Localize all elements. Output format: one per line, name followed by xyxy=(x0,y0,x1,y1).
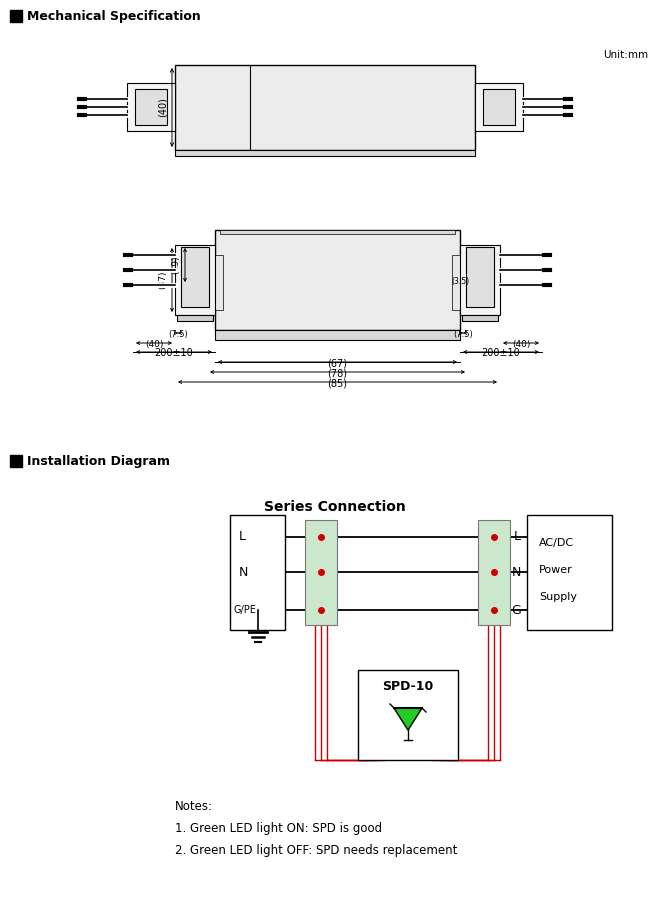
Bar xyxy=(475,83,523,131)
Text: Unit:mm: Unit:mm xyxy=(603,50,648,60)
Text: AC/DC: AC/DC xyxy=(539,538,574,548)
Text: (7.5): (7.5) xyxy=(453,330,473,339)
Text: L: L xyxy=(514,530,521,543)
Text: (37): (37) xyxy=(158,271,167,289)
Bar xyxy=(478,520,510,625)
Text: (40): (40) xyxy=(512,340,530,349)
Text: 200±10: 200±10 xyxy=(155,348,194,358)
Bar xyxy=(527,515,612,630)
Bar xyxy=(462,315,498,321)
Bar xyxy=(220,230,455,234)
Text: Installation Diagram: Installation Diagram xyxy=(27,455,170,468)
Bar xyxy=(460,245,500,315)
Text: G/PE: G/PE xyxy=(234,605,257,615)
Text: (40): (40) xyxy=(145,340,163,349)
Text: N: N xyxy=(512,565,521,579)
Bar xyxy=(215,330,460,340)
Text: (40): (40) xyxy=(158,98,168,117)
Polygon shape xyxy=(394,708,422,730)
Text: Power: Power xyxy=(539,565,573,575)
Bar xyxy=(175,150,475,156)
Text: SPD-10: SPD-10 xyxy=(383,680,433,692)
Text: Supply: Supply xyxy=(539,592,577,602)
Text: (3.5): (3.5) xyxy=(451,277,469,286)
Bar xyxy=(181,247,209,307)
Text: N: N xyxy=(239,565,249,579)
Text: (78): (78) xyxy=(328,368,348,378)
Bar xyxy=(483,89,515,125)
Bar xyxy=(10,10,22,22)
Text: Series Connection: Series Connection xyxy=(264,500,406,514)
Text: Mechanical Specification: Mechanical Specification xyxy=(27,10,201,23)
Bar xyxy=(135,89,167,125)
Bar xyxy=(175,65,475,150)
Bar xyxy=(466,247,494,307)
Text: 2. Green LED light OFF: SPD needs replacement: 2. Green LED light OFF: SPD needs replac… xyxy=(175,844,458,857)
Bar xyxy=(215,255,223,310)
Bar xyxy=(230,515,285,630)
Bar xyxy=(305,520,337,625)
Text: 200±10: 200±10 xyxy=(482,348,521,358)
Bar xyxy=(215,230,460,330)
Text: Notes:: Notes: xyxy=(175,800,213,813)
Bar xyxy=(358,670,458,760)
Text: G: G xyxy=(511,604,521,616)
Text: (67): (67) xyxy=(328,358,348,368)
Bar xyxy=(452,255,460,310)
Bar xyxy=(175,245,215,315)
Bar xyxy=(127,83,175,131)
Text: 1. Green LED light ON: SPD is good: 1. Green LED light ON: SPD is good xyxy=(175,822,382,835)
Text: (85): (85) xyxy=(328,378,348,388)
Text: L: L xyxy=(239,530,246,543)
Bar xyxy=(10,455,22,467)
Text: (7.5): (7.5) xyxy=(168,330,188,339)
Text: (19): (19) xyxy=(171,256,180,274)
Bar xyxy=(177,315,213,321)
